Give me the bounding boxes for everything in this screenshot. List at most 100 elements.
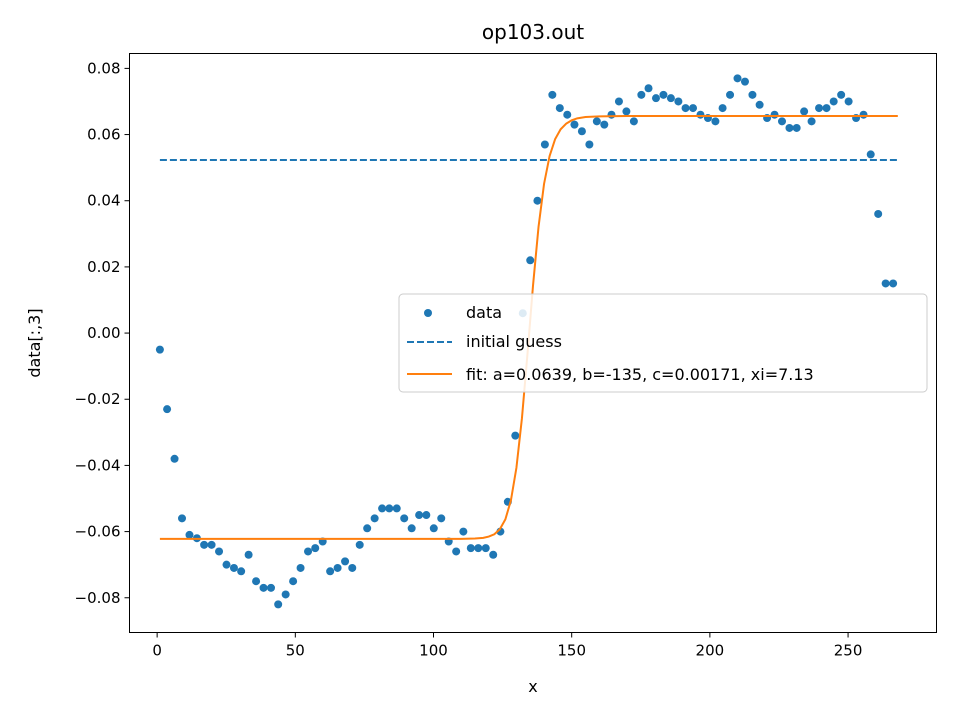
data-point	[341, 557, 350, 566]
data-point	[555, 104, 564, 113]
data-point	[778, 117, 787, 126]
data-point	[370, 514, 379, 523]
data-point	[792, 123, 801, 132]
legend-box	[398, 293, 928, 393]
data-point	[407, 524, 416, 533]
y-tick-label: 0.00	[87, 324, 120, 342]
data-point	[178, 514, 187, 523]
data-point	[800, 107, 809, 116]
data-point	[829, 97, 838, 106]
data-point	[200, 540, 209, 549]
y-axis-label: data[:,3]	[25, 308, 44, 377]
data-point	[237, 567, 246, 576]
legend-label-data: data	[466, 303, 502, 322]
data-point	[874, 209, 883, 218]
x-tick-label: 100	[419, 642, 448, 660]
data-point	[629, 117, 638, 126]
data-point	[733, 74, 742, 83]
data-point	[415, 511, 424, 520]
data-point	[785, 123, 794, 132]
y-tick-label: −0.08	[75, 589, 121, 607]
data-point	[807, 117, 816, 126]
x-axis-label: x	[528, 677, 537, 696]
data-point	[740, 77, 749, 86]
y-tick-label: −0.04	[75, 456, 121, 474]
data-point	[311, 544, 320, 553]
y-tick-label: 0.04	[87, 192, 120, 210]
data-point	[548, 90, 557, 99]
legend: data initial guess fit: a=0.0639, b=-135…	[398, 293, 928, 393]
data-point	[452, 547, 461, 556]
data-point	[259, 583, 268, 592]
x-tick-label: 250	[834, 642, 863, 660]
data-point	[422, 511, 431, 520]
y-tick-label: −0.06	[75, 523, 121, 541]
legend-marker-data	[424, 309, 432, 317]
data-point	[607, 110, 616, 119]
data-point	[666, 94, 675, 103]
data-point	[540, 140, 549, 149]
data-point	[267, 583, 276, 592]
chart-title: op103.out	[482, 20, 584, 44]
data-point	[229, 563, 238, 572]
data-point	[378, 504, 387, 513]
data-point	[726, 90, 735, 99]
data-point	[859, 110, 868, 119]
data-point	[585, 140, 594, 149]
data-point	[185, 530, 194, 539]
axes-frame	[129, 53, 937, 633]
data-point	[437, 514, 446, 523]
data-point	[674, 97, 683, 106]
data-point	[844, 97, 853, 106]
data-point	[866, 150, 875, 159]
data-point	[170, 454, 179, 463]
data-point	[533, 196, 542, 205]
data-point	[644, 84, 653, 93]
data-point	[592, 117, 601, 126]
data-point	[711, 117, 720, 126]
data-point	[637, 90, 646, 99]
data-point	[577, 127, 586, 136]
x-tick-label: 50	[286, 642, 305, 660]
data-point	[489, 550, 498, 559]
data-point	[333, 563, 342, 572]
data-point	[385, 504, 394, 513]
data-point	[822, 104, 831, 113]
data-point	[659, 90, 668, 99]
data-point	[837, 90, 846, 99]
legend-label-initial-guess: initial guess	[466, 332, 562, 351]
data-point	[207, 540, 216, 549]
data-point	[392, 504, 401, 513]
data-point	[718, 104, 727, 113]
legend-label-fit: fit: a=0.0639, b=-135, c=0.00171, xi=7.1…	[466, 365, 814, 384]
data-point	[429, 524, 438, 533]
data-point	[474, 544, 483, 553]
data-point	[155, 345, 164, 354]
data-point	[563, 110, 572, 119]
data-point	[881, 279, 890, 288]
data-point	[511, 431, 520, 440]
data-point	[222, 560, 231, 569]
x-axis: 0 50 100 150 200 250	[152, 632, 863, 660]
data-point	[466, 544, 475, 553]
data-point	[163, 405, 172, 414]
data-point	[252, 577, 261, 586]
data-point	[614, 97, 623, 106]
data-point	[600, 120, 609, 129]
data-point	[755, 100, 764, 109]
data-point	[889, 279, 898, 288]
data-point	[815, 104, 824, 113]
data-point	[696, 110, 705, 119]
data-point	[681, 104, 690, 113]
y-tick-label: 0.06	[87, 126, 120, 144]
x-tick-label: 0	[152, 642, 162, 660]
data-point	[348, 563, 357, 572]
data-point	[748, 90, 757, 99]
y-tick-label: −0.02	[75, 390, 121, 408]
data-point	[274, 600, 283, 609]
data-point	[326, 567, 335, 576]
data-point	[215, 547, 224, 556]
data-point	[363, 524, 372, 533]
data-point	[281, 590, 290, 599]
